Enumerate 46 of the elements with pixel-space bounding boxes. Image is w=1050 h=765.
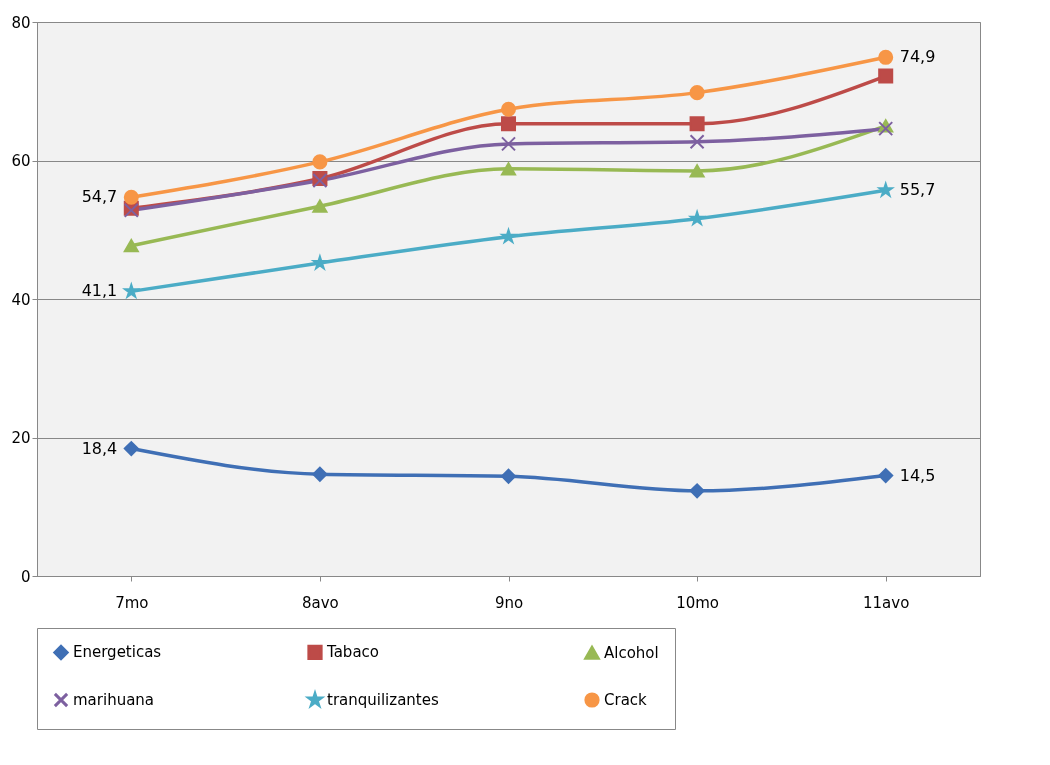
legend-label: Alcohol bbox=[604, 643, 659, 662]
legend-label: Crack bbox=[604, 691, 648, 709]
point bbox=[312, 199, 328, 213]
data-label: 74,9 bbox=[899, 47, 936, 67]
point bbox=[878, 49, 894, 65]
point bbox=[123, 441, 139, 457]
point bbox=[876, 180, 895, 199]
point bbox=[878, 121, 894, 137]
y-tick-label: 0 bbox=[20, 567, 31, 586]
x-tick-label: 10mo bbox=[676, 593, 720, 612]
point bbox=[312, 154, 328, 170]
point bbox=[500, 162, 517, 176]
y-tick-label: 80 bbox=[11, 13, 31, 32]
point bbox=[123, 239, 139, 253]
point bbox=[312, 466, 328, 482]
point bbox=[500, 101, 517, 117]
data-label: 41,1 bbox=[81, 281, 118, 301]
point bbox=[123, 189, 139, 205]
point bbox=[689, 164, 705, 178]
point bbox=[310, 253, 328, 271]
point bbox=[688, 209, 707, 227]
x-tick-label: 8avo bbox=[302, 593, 339, 612]
point bbox=[122, 281, 141, 299]
point bbox=[689, 134, 705, 150]
legend-label: Energeticas bbox=[73, 643, 162, 662]
point bbox=[500, 116, 517, 132]
y-tick-label: 40 bbox=[11, 290, 31, 309]
data-label: 54,7 bbox=[81, 187, 118, 207]
x-tick-label: 9no bbox=[494, 593, 524, 612]
point bbox=[689, 85, 705, 101]
point bbox=[878, 468, 894, 484]
data-label: 55,7 bbox=[899, 180, 936, 200]
legend-label: tranquilizantes bbox=[327, 691, 439, 709]
legend-label: Tabaco bbox=[326, 643, 380, 662]
y-tick-label: 20 bbox=[11, 429, 31, 447]
point bbox=[878, 68, 894, 84]
y-tick-label: 60 bbox=[11, 152, 31, 170]
data-label: 18,4 bbox=[81, 438, 118, 458]
point bbox=[500, 136, 517, 152]
x-tick-label: 11avo bbox=[863, 593, 910, 612]
x-tick-label: 7mo bbox=[115, 593, 149, 612]
point bbox=[500, 468, 517, 484]
point bbox=[689, 483, 705, 499]
legend-label: marihuana bbox=[73, 691, 155, 709]
point bbox=[689, 116, 705, 132]
data-label: 14,5 bbox=[899, 465, 936, 485]
